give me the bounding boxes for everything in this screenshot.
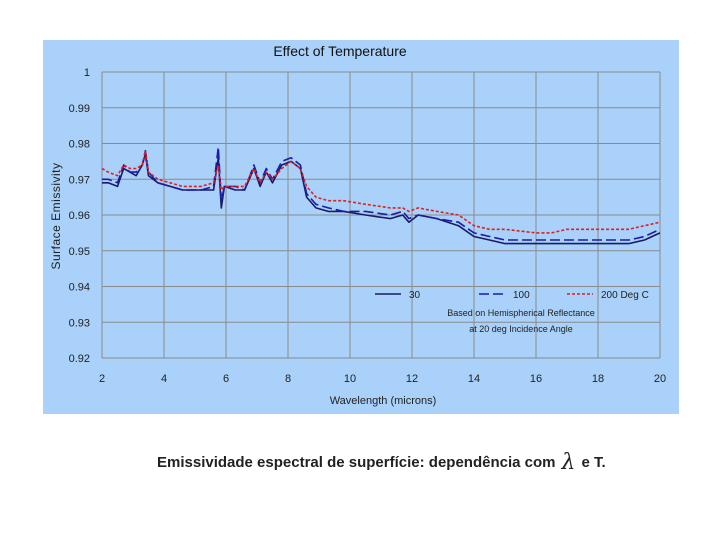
y-tick-label: 0.95 bbox=[69, 246, 90, 258]
legend-label: 200 Deg C bbox=[601, 290, 649, 301]
emissivity-chart: Effect of Temperature 0.920.930.940.950.… bbox=[43, 40, 679, 414]
figure-caption: Emissividade espectral de superfície: de… bbox=[157, 450, 697, 475]
legend: 30 100 200 Deg C bbox=[375, 290, 649, 301]
lambda-symbol: λ bbox=[561, 450, 576, 475]
x-tick-label: 10 bbox=[344, 373, 356, 385]
x-tick-label: 14 bbox=[468, 373, 480, 385]
legend-label: 30 bbox=[409, 290, 421, 301]
x-tick-label: 18 bbox=[592, 373, 604, 385]
y-tick-label: 0.96 bbox=[69, 210, 90, 222]
caption-text: Emissividade espectral de superfície: de… bbox=[157, 454, 556, 471]
grid bbox=[101, 71, 661, 359]
y-tick-label: 0.97 bbox=[69, 174, 90, 186]
series-line-200-deg-c bbox=[101, 149, 661, 234]
series-lines bbox=[101, 146, 661, 245]
caption-text-end: e T. bbox=[581, 454, 606, 471]
y-tick-label: 1 bbox=[84, 67, 90, 79]
y-tick-labels: 0.92 0.93 0.94 0.95 0.96 0.97 0.98 0.99 1 bbox=[69, 67, 90, 365]
y-tick-label: 0.93 bbox=[69, 317, 90, 329]
x-tick-label: 12 bbox=[406, 373, 418, 385]
x-tick-label: 2 bbox=[99, 373, 105, 385]
y-tick-label: 0.98 bbox=[69, 139, 90, 151]
x-tick-label: 20 bbox=[654, 373, 666, 385]
y-tick-label: 0.99 bbox=[69, 103, 90, 115]
x-tick-label: 4 bbox=[161, 373, 167, 385]
x-tick-labels: 2 4 6 8 10 12 14 16 18 20 bbox=[99, 373, 666, 385]
annotation-line-1: Based on Hemispherical Reflectance bbox=[447, 308, 595, 318]
annotation-line-2: at 20 deg Incidence Angle bbox=[469, 324, 573, 334]
x-axis-label: Wavelength (microns) bbox=[330, 395, 437, 407]
legend-label: 100 bbox=[513, 290, 530, 301]
x-tick-label: 6 bbox=[223, 373, 229, 385]
y-axis-label: Surface Emissivity bbox=[49, 162, 63, 269]
x-tick-label: 8 bbox=[285, 373, 291, 385]
y-tick-label: 0.94 bbox=[69, 282, 90, 294]
chart-background bbox=[43, 40, 679, 414]
y-tick-label: 0.92 bbox=[69, 353, 90, 365]
x-tick-label: 16 bbox=[530, 373, 542, 385]
chart-title: Effect of Temperature bbox=[273, 43, 407, 59]
